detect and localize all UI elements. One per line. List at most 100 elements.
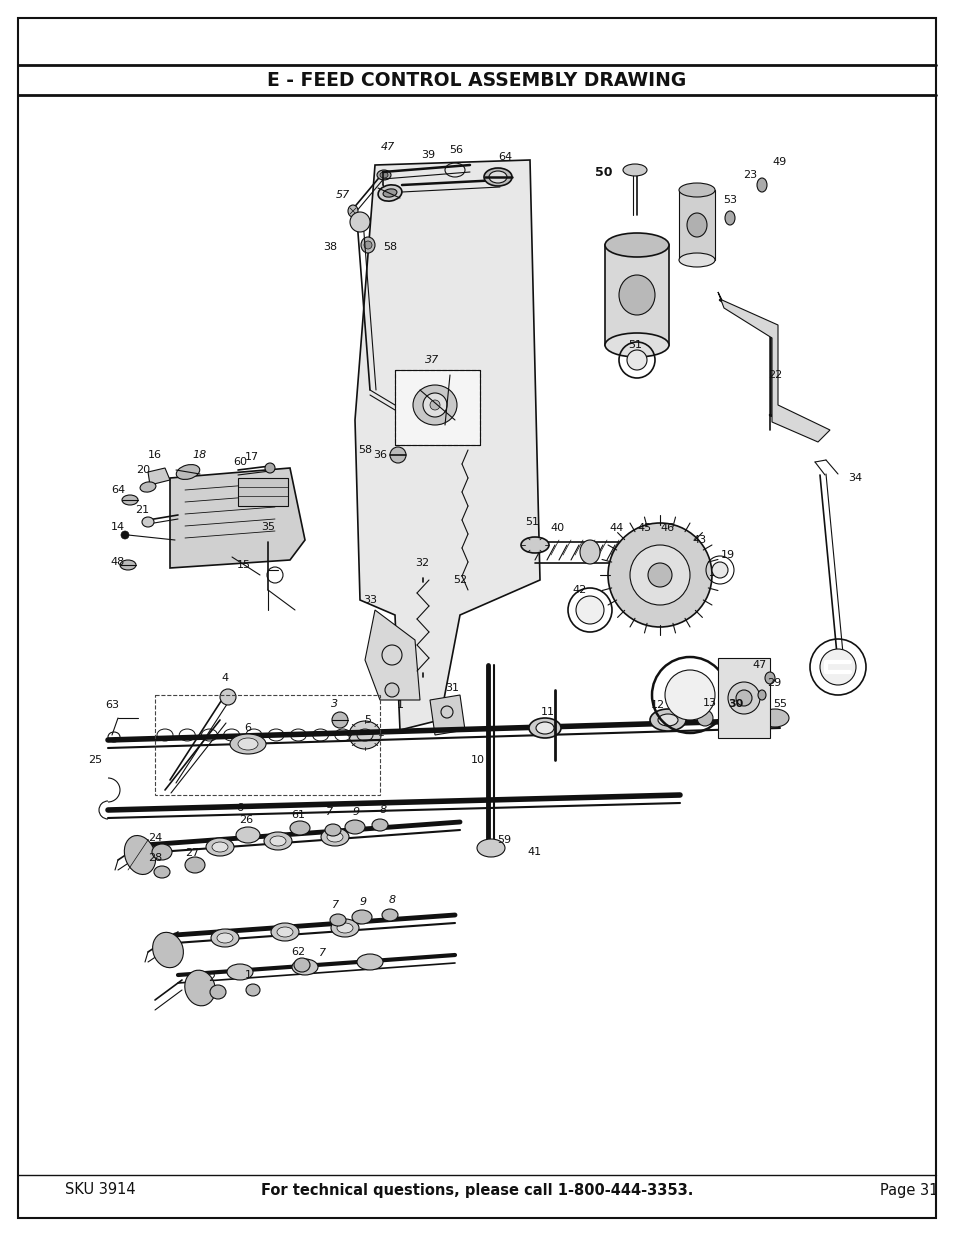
Ellipse shape [377, 185, 401, 201]
Text: 64: 64 [497, 152, 512, 162]
Text: 31: 31 [444, 683, 458, 693]
Ellipse shape [210, 986, 226, 999]
Ellipse shape [235, 827, 260, 844]
Ellipse shape [390, 447, 406, 463]
Text: 9: 9 [352, 806, 359, 818]
Ellipse shape [536, 722, 554, 734]
Text: 37: 37 [424, 354, 438, 366]
Ellipse shape [758, 690, 765, 700]
Ellipse shape [124, 836, 155, 874]
Ellipse shape [185, 857, 205, 873]
Text: 1: 1 [244, 969, 252, 981]
Text: 52: 52 [453, 576, 467, 585]
Ellipse shape [216, 932, 233, 944]
Text: 1: 1 [396, 700, 403, 710]
Text: 25: 25 [88, 755, 102, 764]
Text: 14: 14 [111, 522, 125, 532]
Text: 51: 51 [627, 340, 641, 350]
Bar [154, 695, 379, 795]
Ellipse shape [264, 832, 292, 850]
Ellipse shape [246, 984, 260, 995]
Text: 26: 26 [238, 815, 253, 825]
Text: 3: 3 [331, 699, 338, 709]
Text: 49: 49 [772, 157, 786, 167]
Ellipse shape [325, 824, 340, 836]
Ellipse shape [379, 172, 388, 178]
Text: 27: 27 [185, 848, 199, 858]
Ellipse shape [658, 714, 678, 726]
Ellipse shape [121, 531, 129, 538]
Ellipse shape [649, 709, 685, 731]
Ellipse shape [352, 910, 372, 924]
Ellipse shape [176, 464, 199, 479]
Ellipse shape [327, 832, 343, 842]
Text: 59: 59 [497, 835, 511, 845]
Ellipse shape [153, 866, 170, 878]
Ellipse shape [476, 839, 504, 857]
Ellipse shape [604, 333, 668, 357]
Text: 7: 7 [326, 806, 334, 818]
Ellipse shape [760, 709, 788, 727]
Ellipse shape [385, 683, 398, 697]
Ellipse shape [697, 710, 712, 726]
Text: 48: 48 [111, 557, 125, 567]
Bar [679, 190, 714, 261]
Ellipse shape [721, 710, 738, 726]
Text: 57: 57 [335, 190, 350, 200]
Text: 19: 19 [720, 550, 735, 559]
Text: 47: 47 [752, 659, 766, 671]
Bar [395, 370, 479, 445]
Text: 38: 38 [323, 242, 336, 252]
Text: 4: 4 [221, 673, 229, 683]
Ellipse shape [185, 971, 215, 1005]
Text: 33: 33 [363, 595, 376, 605]
Text: 2: 2 [208, 973, 215, 983]
Text: 47: 47 [380, 142, 395, 152]
Ellipse shape [356, 953, 382, 969]
Text: 36: 36 [373, 450, 387, 459]
Ellipse shape [152, 932, 183, 968]
Text: 61: 61 [291, 810, 305, 820]
Text: 58: 58 [357, 445, 372, 454]
Bar [604, 245, 668, 345]
Ellipse shape [383, 189, 396, 198]
Text: 63: 63 [105, 700, 119, 710]
Text: 50: 50 [595, 167, 612, 179]
Text: 8: 8 [388, 895, 395, 905]
Text: 17: 17 [245, 452, 259, 462]
Ellipse shape [679, 183, 714, 198]
Ellipse shape [607, 522, 711, 627]
Ellipse shape [764, 672, 774, 684]
Polygon shape [430, 695, 464, 735]
Ellipse shape [372, 819, 388, 831]
Text: 6: 6 [236, 803, 243, 813]
Text: Page 31: Page 31 [879, 1182, 938, 1198]
Ellipse shape [271, 923, 298, 941]
Text: 20: 20 [135, 466, 150, 475]
Text: 11: 11 [540, 706, 555, 718]
Ellipse shape [348, 205, 357, 217]
Ellipse shape [626, 350, 646, 370]
Ellipse shape [629, 545, 689, 605]
Text: E - FEED CONTROL ASSEMBLY DRAWING: E - FEED CONTROL ASSEMBLY DRAWING [267, 70, 686, 89]
Ellipse shape [349, 721, 380, 748]
Ellipse shape [579, 540, 599, 564]
Ellipse shape [320, 827, 349, 846]
Ellipse shape [350, 212, 370, 232]
Text: 5: 5 [364, 715, 371, 725]
Ellipse shape [364, 241, 372, 249]
Text: 55: 55 [772, 699, 786, 709]
Text: 43: 43 [692, 535, 706, 545]
Ellipse shape [647, 563, 671, 587]
Ellipse shape [430, 400, 439, 410]
Text: 45: 45 [638, 522, 652, 534]
Ellipse shape [237, 739, 257, 750]
Text: 6: 6 [244, 722, 252, 734]
Text: 22: 22 [767, 370, 781, 380]
Polygon shape [365, 610, 419, 700]
Ellipse shape [152, 844, 172, 860]
Text: 62: 62 [291, 947, 305, 957]
Ellipse shape [724, 211, 734, 225]
Ellipse shape [345, 820, 365, 834]
Bar [718, 658, 769, 739]
